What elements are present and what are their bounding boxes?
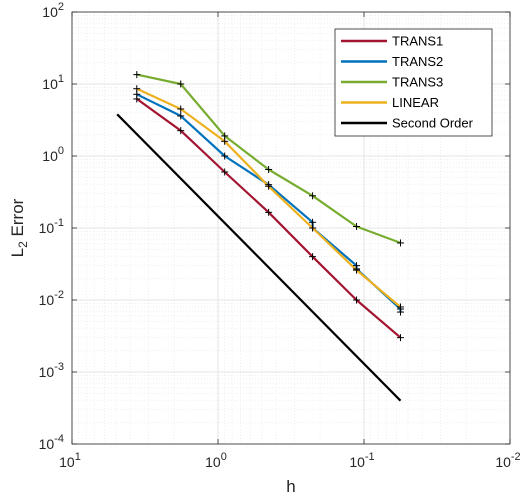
y-tick-label: 10-1: [39, 217, 64, 236]
y-axis-title: L2 Error: [8, 198, 30, 257]
x-tick-labels: 101 100 10-1 10-2: [59, 451, 521, 470]
y-tick-label: 101: [42, 73, 64, 92]
data-point-marker: [133, 85, 141, 93]
data-point-marker: [396, 239, 404, 247]
data-point-marker: [265, 182, 273, 190]
legend: TRANS1 TRANS2 TRANS3 LINEAR Second Order: [334, 28, 493, 137]
y-tick-label-exponent: 2: [58, 1, 64, 13]
data-point-marker: [177, 80, 185, 88]
data-point-marker: [221, 137, 229, 145]
data-point-marker: [221, 152, 229, 160]
y-tick-label-base: 10: [39, 292, 55, 308]
data-point-marker: [265, 165, 273, 173]
data-point-marker: [309, 192, 317, 200]
legend-label: Second Order: [392, 116, 474, 131]
x-tick-label-base: 10: [59, 454, 75, 470]
x-tick-label: 100: [205, 451, 227, 470]
data-point-marker: [177, 127, 185, 135]
x-tick-label-exponent: -1: [365, 451, 375, 463]
y-tick-label-exponent: -1: [54, 217, 64, 229]
x-axis-title: h: [286, 477, 295, 496]
legend-label: TRANS2: [392, 54, 443, 69]
series-line-second-order: [116, 113, 402, 402]
y-tick-label-exponent: 0: [58, 145, 64, 157]
legend-label: TRANS1: [392, 34, 443, 49]
data-point-marker: [265, 208, 273, 216]
data-point-marker: [353, 222, 361, 230]
x-tick-label-base: 10: [349, 454, 365, 470]
data-point-marker: [309, 224, 317, 232]
data-point-marker: [396, 303, 404, 311]
x-tick-label-exponent: 1: [75, 451, 81, 463]
x-tick-label: 10-2: [495, 451, 520, 470]
y-tick-label: 102: [42, 1, 64, 20]
y-axis-title-rest: Error: [8, 198, 27, 241]
y-tick-label-base: 10: [42, 4, 58, 20]
data-point-marker: [353, 266, 361, 274]
x-tick-label-base: 10: [205, 454, 221, 470]
y-axis-title-main: L: [8, 248, 27, 257]
data-point-marker: [177, 105, 185, 113]
y-tick-label-exponent: 1: [58, 73, 64, 85]
data-point-marker: [221, 168, 229, 176]
legend-label: LINEAR: [392, 95, 439, 110]
y-tick-label-base: 10: [39, 436, 55, 452]
y-tick-label: 10-4: [39, 433, 64, 452]
legend-label: TRANS3: [392, 75, 443, 90]
data-point-marker: [309, 253, 317, 261]
data-point-marker: [353, 296, 361, 304]
x-tick-label: 101: [59, 451, 81, 470]
y-axis-title-subscript: 2: [16, 241, 30, 248]
y-tick-label-base: 10: [39, 364, 55, 380]
y-tick-label-base: 10: [42, 76, 58, 92]
y-tick-label: 10-2: [39, 289, 64, 308]
axis-ticks: [71, 11, 511, 445]
data-point-marker: [396, 334, 404, 342]
x-tick-label: 10-1: [349, 451, 374, 470]
y-tick-label-exponent: -4: [54, 433, 64, 445]
x-tick-label-exponent: 0: [221, 451, 227, 463]
y-tick-label-exponent: -2: [54, 289, 64, 301]
y-tick-label: 100: [42, 145, 64, 164]
y-tick-label: 10-3: [39, 361, 64, 380]
x-tick-label-exponent: -2: [511, 451, 521, 463]
y-tick-label-base: 10: [39, 220, 55, 236]
y-tick-label-base: 10: [42, 148, 58, 164]
x-tick-label-base: 10: [495, 454, 511, 470]
y-tick-label-exponent: -3: [54, 361, 64, 373]
data-point-marker: [133, 71, 141, 79]
data-point-marker: [177, 112, 185, 120]
series-markers: [133, 71, 404, 342]
